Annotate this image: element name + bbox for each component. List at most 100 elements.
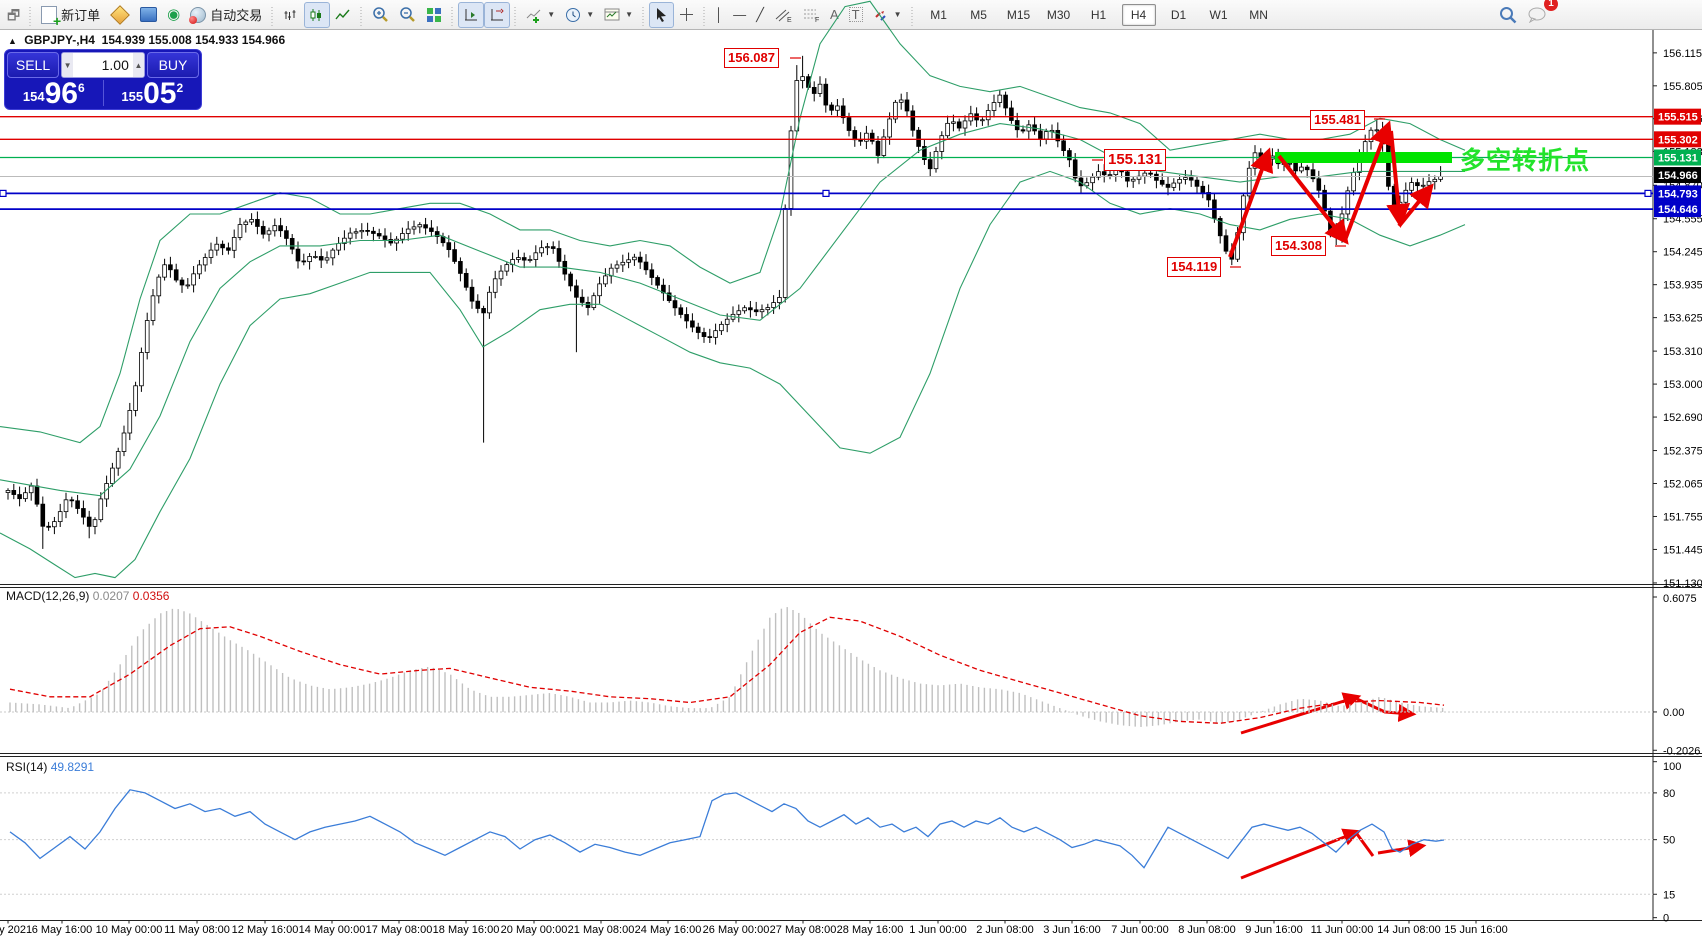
signals-button[interactable]: ◉ [162,2,185,28]
timeframe-button-m1[interactable]: M1 [930,7,947,22]
trendline-tool[interactable]: ╱ [751,2,769,28]
price-badge-text: 155.515 [1658,112,1698,124]
svg-text:E: E [787,17,792,23]
timeframe-button-mn[interactable]: MN [1249,7,1268,22]
clock-icon [566,7,581,22]
price-tick: 151.130 [1663,578,1702,590]
tile-windows-button[interactable] [421,2,447,28]
toolbar-separator [908,2,916,27]
horizontal-line-tool[interactable]: — [728,2,751,28]
timeframe-button-m15[interactable]: M15 [1006,7,1031,22]
macd-signal-value: 0.0356 [132,589,170,603]
cursor-tool-button[interactable] [649,1,675,28]
macd-label: MACD(12,26,9) 0.0207 0.0356 [6,589,169,603]
vertical-line-tool[interactable]: │ [710,2,728,28]
candle-chart-type-button[interactable] [304,1,331,28]
tile-windows-icon [427,7,442,22]
crosshair-tool-button[interactable] [674,2,699,28]
chat-badge: 1 [1544,0,1558,11]
autotrading-button[interactable]: 自动交易 [185,2,267,28]
buy-price[interactable]: 155 05 2 [104,78,202,109]
dropdown-arrow-icon: ▼ [625,10,634,19]
line-handle[interactable] [1644,189,1652,197]
timeframe-button-d1[interactable]: D1 [1170,7,1187,22]
price-tick: 152.375 [1663,446,1702,458]
search-button[interactable] [1494,2,1522,28]
indicators-button[interactable]: ▼ [521,2,560,28]
market-watch-button[interactable] [135,2,162,28]
buy-price-prefix: 155 [121,89,144,104]
timeframe-button-h4[interactable]: H4 [1121,3,1156,26]
autotrading-label: 自动交易 [210,8,263,23]
crosshair-icon [680,8,694,21]
toolbar-separator [640,2,648,27]
timeframe-button-m5[interactable]: M5 [970,7,987,22]
sell-price-pip: 6 [77,81,85,95]
chart-window-icon[interactable]: 🗗 [2,2,25,28]
price-badge [1654,149,1701,166]
timeframe-button-w1[interactable]: W1 [1209,7,1228,22]
line-handle[interactable] [822,189,830,197]
chart-shift-button[interactable] [458,1,485,28]
time-tick: 17 May 08:00 [366,924,433,936]
volume-decrease-button[interactable]: ▼ [62,53,74,77]
price-callout[interactable]: 154.308 [1271,236,1326,256]
channel-tool[interactable]: E [769,2,797,28]
time-tick: 11 Jun 00:00 [1311,924,1374,936]
price-callout[interactable]: 156.087 [724,48,779,68]
svg-text:-0.2026: -0.2026 [1663,745,1700,757]
indicators-icon [526,9,541,23]
auto-scroll-button[interactable] [484,1,511,28]
time-tick: 14 May 00:00 [299,924,366,936]
buy-button[interactable]: BUY [147,52,199,78]
zoom-in-button[interactable] [367,2,394,28]
templates-button[interactable]: ▼ [599,2,638,28]
volume-input[interactable] [73,53,133,77]
market-watch-icon [140,7,158,22]
zoom-out-button[interactable] [394,2,421,28]
timeframe-button-h1[interactable]: H1 [1090,7,1107,22]
sell-button[interactable]: SELL [7,52,59,78]
price-badge-text: 155.131 [1658,152,1698,164]
periods-button[interactable]: ▼ [560,2,599,28]
sell-price-prefix: 154 [22,89,45,104]
price-badge-text: 154.966 [1658,170,1698,182]
price-callout[interactable]: 155.131 [1104,149,1167,171]
indicator-axes: 0.6075 0.00 -0.2026 100 80 50 15 0 [1653,593,1700,925]
price-callout[interactable]: 155.481 [1310,110,1365,130]
dropdown-arrow-icon: ▼ [547,10,556,19]
new-order-label: 新订单 [61,8,101,23]
text-tool[interactable]: A [825,2,844,28]
timeframe-button-m30[interactable]: M30 [1046,7,1071,22]
search-icon [1500,6,1517,23]
line-handle[interactable] [0,189,7,197]
text-label-tool[interactable]: T [844,2,868,28]
svg-text:F: F [815,17,819,23]
dropdown-arrow-icon: ▼ [893,10,902,19]
price-callout[interactable]: 154.119 [1167,257,1222,277]
macd-main-value: 0.0207 [92,589,130,603]
template-icon [604,8,620,20]
fibonacci-tool[interactable]: F [797,2,825,28]
new-order-button[interactable]: 新订单 [36,2,105,29]
auto-scroll-icon [491,8,504,20]
price-badge [1654,131,1701,148]
time-tick: 8 Jun 08:00 [1178,924,1236,936]
price-tick: 154.245 [1663,247,1702,259]
rsi-value: 49.8291 [50,760,95,774]
volume-increase-button[interactable]: ▲ [132,53,144,77]
line-chart-type-button[interactable] [330,2,356,28]
sell-price[interactable]: 154 96 6 [5,78,103,109]
toolbar-separator [269,2,277,27]
time-tick: 3 Jun 16:00 [1043,924,1101,936]
svg-text:0.00: 0.00 [1663,707,1684,719]
toolbar-separator [512,2,520,27]
price-axis[interactable]: 156.115155.805155.496155.188154.870154.5… [1653,48,1702,590]
chart-icon: 🗗 [7,6,21,23]
bar-chart-type-button[interactable] [278,2,304,28]
time-tick: 18 May 16:00 [433,924,500,936]
chat-button[interactable]: 1 [1522,0,1558,28]
time-tick: 6 May 16:00 [32,924,93,936]
